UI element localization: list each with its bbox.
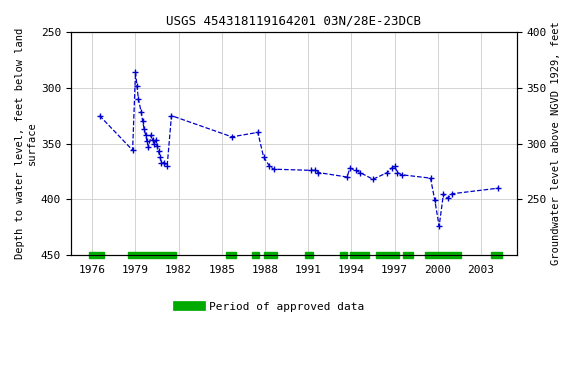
Y-axis label: Groundwater level above NGVD 1929, feet: Groundwater level above NGVD 1929, feet [551, 22, 561, 265]
Legend: Period of approved data: Period of approved data [174, 298, 369, 316]
Bar [491, 252, 502, 258]
Y-axis label: Depth to water level, feet below land
surface: Depth to water level, feet below land su… [15, 28, 37, 259]
Bar [425, 252, 461, 258]
Bar [226, 252, 236, 258]
Bar [264, 252, 276, 258]
Bar [403, 252, 413, 258]
Bar [128, 252, 176, 258]
Bar [376, 252, 399, 258]
Bar [305, 252, 313, 258]
Title: USGS 454318119164201 03N/28E-23DCB: USGS 454318119164201 03N/28E-23DCB [166, 15, 421, 28]
Bar [340, 252, 347, 258]
Bar [89, 252, 104, 258]
Bar [252, 252, 259, 258]
Bar [350, 252, 369, 258]
